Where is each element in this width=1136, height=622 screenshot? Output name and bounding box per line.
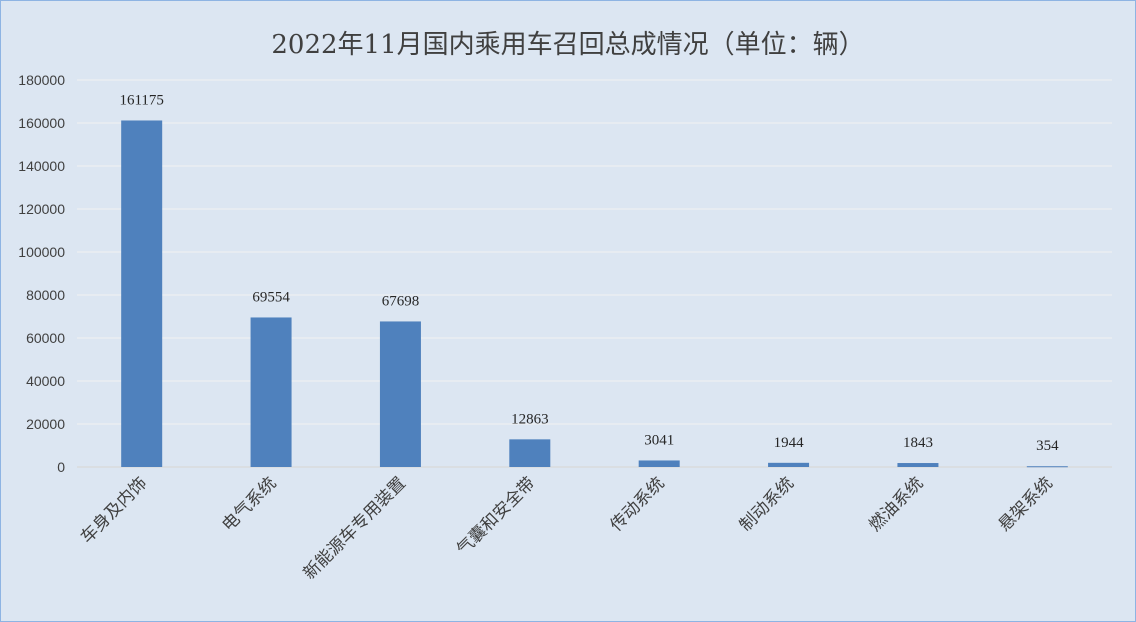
bar (509, 439, 551, 467)
bar (250, 317, 292, 467)
category-label: 制动系统 (736, 473, 798, 535)
bar (768, 462, 810, 467)
y-tick-label: 140000 (18, 158, 65, 174)
data-label: 1843 (903, 435, 933, 451)
category-label: 新能源车专用装置 (300, 473, 410, 583)
y-tick-label: 80000 (26, 287, 65, 303)
data-label: 3041 (644, 432, 674, 448)
y-tick-label: 100000 (18, 244, 65, 260)
bar (121, 120, 163, 467)
data-labels: 161175 69554 67698 12863 3041 1944 1843 354 (119, 92, 1059, 454)
bar (638, 460, 680, 467)
category-label: 气囊和安全带 (453, 473, 539, 559)
y-tick-label: 180000 (18, 72, 65, 88)
category-label: 悬架系统 (995, 473, 1057, 535)
y-axis-tick-labels: 0 20000 40000 60000 80000 100000 120000 140000 1… (18, 72, 65, 475)
bar (1026, 466, 1068, 468)
x-axis-category-labels: 车身及内饰 电气系统 新能源车专用装置 气囊和安全带 传动系统 制动系统 燃油系统 悬架系统 (77, 473, 1057, 583)
y-tick-label: 20000 (26, 416, 65, 432)
bar-series (121, 120, 1068, 468)
data-label: 161175 (119, 92, 163, 108)
bar (379, 321, 421, 467)
data-label: 354 (1036, 438, 1059, 454)
category-label: 燃油系统 (865, 473, 927, 535)
category-label: 电气系统 (218, 473, 280, 535)
data-label: 67698 (382, 293, 420, 309)
data-label: 69554 (252, 289, 290, 305)
y-tick-label: 160000 (18, 115, 65, 131)
bar (897, 463, 939, 467)
data-label: 12863 (511, 411, 549, 427)
chart-title: 2022年11月国内乘用车召回总成情况（单位：辆） (271, 30, 864, 60)
category-label: 车身及内饰 (77, 473, 151, 547)
y-tick-label: 120000 (18, 201, 65, 217)
category-label: 传动系统 (606, 473, 668, 535)
data-label: 1944 (774, 435, 805, 451)
gridlines (77, 79, 1112, 468)
y-tick-label: 60000 (26, 330, 65, 346)
y-tick-label: 0 (57, 459, 65, 475)
y-tick-label: 40000 (26, 373, 65, 389)
